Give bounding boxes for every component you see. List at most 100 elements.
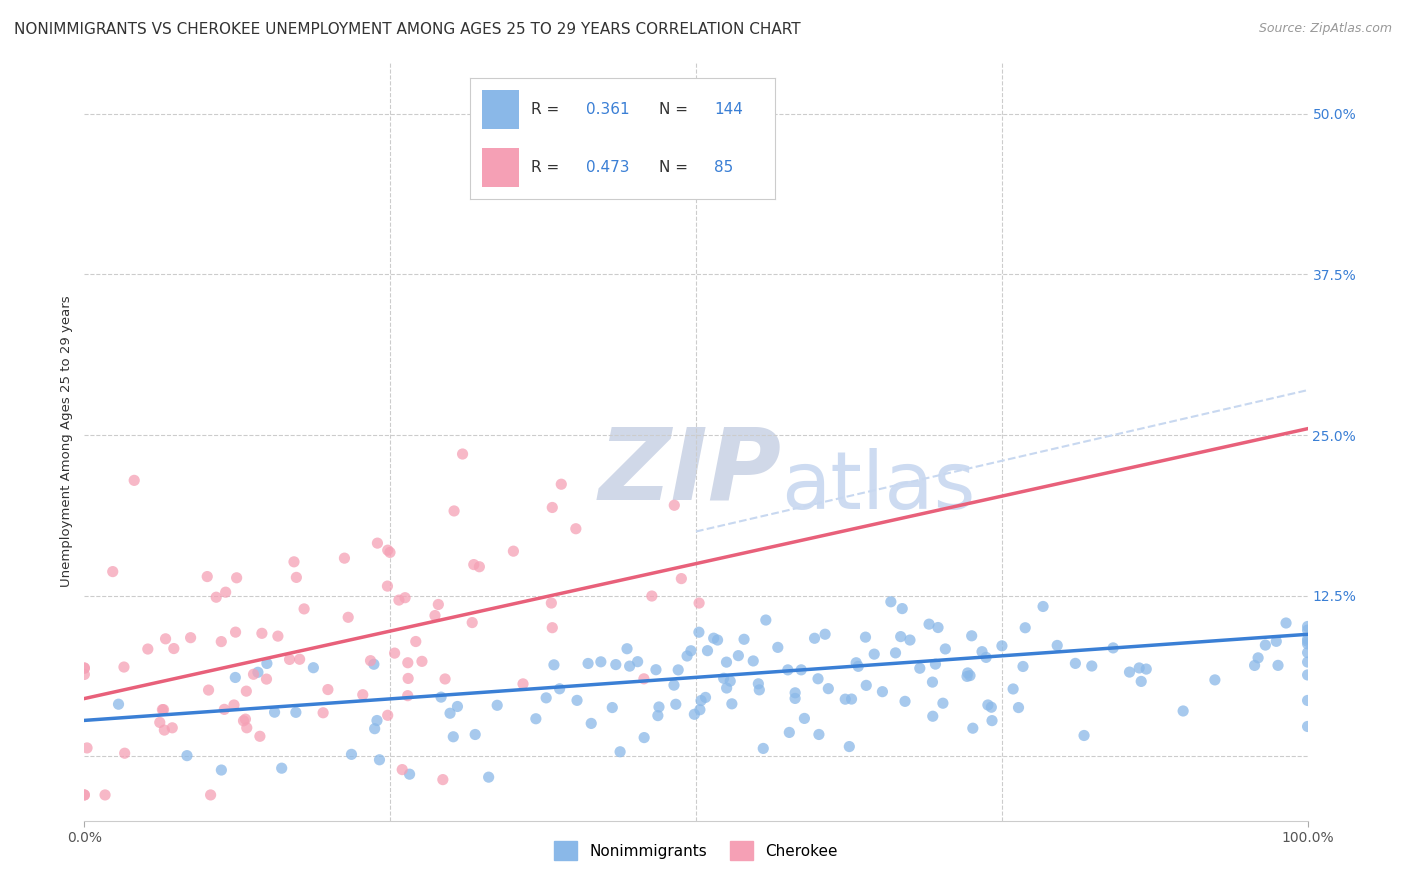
Point [250, 626, 273, 640]
Point [1247, 651, 1270, 665]
Point [718, 674, 741, 689]
Point [283, 555, 305, 569]
Point [898, 633, 921, 648]
Point [441, 730, 464, 744]
Point [214, 702, 236, 716]
Point [101, 565, 124, 579]
Point [242, 667, 264, 681]
Point [894, 694, 917, 708]
Point [73, 661, 96, 675]
Point [742, 654, 765, 668]
Point [633, 731, 655, 745]
Point [1012, 659, 1035, 673]
Point [73, 788, 96, 802]
Point [541, 500, 564, 515]
Point [960, 629, 983, 643]
Point [378, 545, 401, 559]
Point [278, 652, 301, 666]
Point [666, 663, 689, 677]
Point [696, 643, 718, 657]
Point [446, 699, 468, 714]
Point [579, 716, 602, 731]
Point [956, 665, 979, 680]
Point [689, 703, 711, 717]
Point [1254, 638, 1277, 652]
Point [1243, 658, 1265, 673]
Point [616, 641, 638, 656]
Point [340, 747, 363, 762]
Point [814, 627, 837, 641]
Point [962, 721, 984, 735]
Point [316, 682, 339, 697]
Point [980, 700, 1002, 714]
Point [430, 690, 453, 705]
Point [548, 681, 571, 696]
Point [671, 572, 693, 586]
Point [934, 642, 956, 657]
Point [1275, 615, 1298, 630]
Point [1296, 655, 1319, 669]
Point [176, 748, 198, 763]
Point [550, 477, 572, 491]
Point [716, 655, 738, 669]
Point [688, 596, 710, 610]
Point [727, 648, 749, 663]
Point [263, 705, 285, 719]
Point [439, 706, 461, 721]
Point [432, 772, 454, 787]
Point [927, 620, 949, 634]
Point [76, 740, 98, 755]
Point [1296, 719, 1319, 733]
Point [747, 677, 769, 691]
Point [807, 672, 830, 686]
Point [665, 698, 688, 712]
Point [1064, 657, 1087, 671]
Point [1267, 658, 1289, 673]
Point [1296, 632, 1319, 647]
Point [246, 665, 269, 680]
Point [136, 642, 159, 657]
Point [443, 504, 465, 518]
Point [1073, 729, 1095, 743]
Point [1130, 674, 1153, 689]
Point [807, 727, 830, 741]
Point [352, 688, 374, 702]
Point [664, 498, 686, 512]
Point [884, 646, 907, 660]
Point [398, 767, 420, 781]
Point [872, 684, 894, 698]
Point [209, 634, 232, 648]
Point [1296, 646, 1319, 660]
Point [302, 661, 325, 675]
Point [396, 656, 419, 670]
Point [411, 654, 433, 668]
Text: atlas: atlas [782, 448, 976, 526]
Point [846, 659, 869, 673]
Point [921, 675, 943, 690]
Point [122, 474, 145, 488]
Point [363, 722, 385, 736]
Point [249, 729, 271, 743]
Point [396, 672, 419, 686]
Point [73, 667, 96, 681]
Point [790, 663, 813, 677]
Point [524, 712, 547, 726]
Point [152, 703, 174, 717]
Point [752, 741, 775, 756]
Point [114, 746, 136, 760]
Point [195, 569, 218, 583]
Point [890, 630, 912, 644]
Point [645, 663, 668, 677]
Point [1046, 639, 1069, 653]
Point [713, 671, 735, 685]
Point [633, 672, 655, 686]
Point [235, 684, 257, 698]
Text: NONIMMIGRANTS VS CHEROKEE UNEMPLOYMENT AMONG AGES 25 TO 29 YEARS CORRELATION CHA: NONIMMIGRANTS VS CHEROKEE UNEMPLOYMENT A… [14, 22, 800, 37]
Point [292, 602, 315, 616]
Point [214, 585, 236, 599]
Point [991, 639, 1014, 653]
Point [463, 558, 485, 572]
Point [112, 660, 135, 674]
Point [363, 657, 385, 672]
Point [841, 692, 863, 706]
